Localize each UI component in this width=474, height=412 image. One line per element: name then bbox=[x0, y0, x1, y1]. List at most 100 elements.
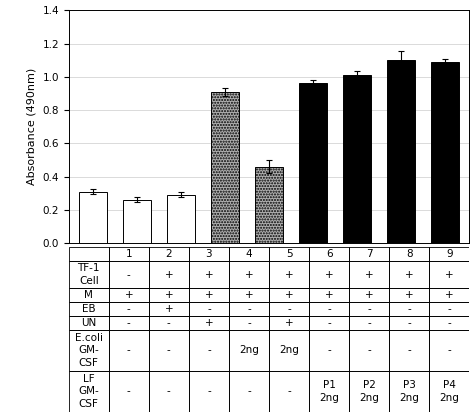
Bar bbox=[389, 247, 429, 261]
Bar bbox=[69, 371, 109, 412]
Bar bbox=[189, 261, 229, 288]
Text: 2ng: 2ng bbox=[239, 345, 259, 355]
Text: -: - bbox=[247, 304, 251, 314]
Bar bbox=[229, 302, 269, 316]
Bar bbox=[309, 316, 349, 330]
Text: 1: 1 bbox=[126, 249, 132, 259]
Bar bbox=[123, 200, 151, 243]
Text: -: - bbox=[167, 386, 171, 396]
Text: 9: 9 bbox=[446, 249, 453, 259]
Text: +: + bbox=[365, 270, 374, 280]
Bar bbox=[429, 371, 469, 412]
Bar bbox=[149, 302, 189, 316]
Bar bbox=[69, 316, 109, 330]
Bar bbox=[429, 316, 469, 330]
Text: P4
2ng: P4 2ng bbox=[439, 380, 459, 403]
Text: 3: 3 bbox=[206, 249, 212, 259]
Bar bbox=[189, 288, 229, 302]
Text: -: - bbox=[127, 304, 131, 314]
Bar bbox=[189, 302, 229, 316]
Bar bbox=[309, 261, 349, 288]
Bar bbox=[389, 316, 429, 330]
Text: +: + bbox=[285, 270, 293, 280]
Text: +: + bbox=[365, 290, 374, 300]
Y-axis label: Absorbance (490nm): Absorbance (490nm) bbox=[27, 68, 37, 185]
Text: -: - bbox=[127, 386, 131, 396]
Text: -: - bbox=[247, 386, 251, 396]
Text: +: + bbox=[405, 290, 413, 300]
Text: P3
2ng: P3 2ng bbox=[399, 380, 419, 403]
Bar bbox=[69, 247, 109, 261]
Bar bbox=[229, 371, 269, 412]
Bar bbox=[269, 247, 309, 261]
Bar bbox=[429, 261, 469, 288]
Text: -: - bbox=[407, 304, 411, 314]
Bar bbox=[79, 192, 107, 243]
Bar bbox=[255, 166, 283, 243]
Text: 5: 5 bbox=[286, 249, 292, 259]
Bar bbox=[269, 316, 309, 330]
Bar bbox=[429, 247, 469, 261]
Text: 6: 6 bbox=[326, 249, 332, 259]
Bar bbox=[309, 371, 349, 412]
Text: +: + bbox=[245, 270, 253, 280]
Bar bbox=[189, 316, 229, 330]
Text: +: + bbox=[245, 290, 253, 300]
Bar bbox=[387, 60, 415, 243]
Text: -: - bbox=[207, 386, 211, 396]
Bar bbox=[349, 316, 389, 330]
Text: -: - bbox=[127, 270, 131, 280]
Bar bbox=[189, 247, 229, 261]
Text: 2ng: 2ng bbox=[279, 345, 299, 355]
Text: EB: EB bbox=[82, 304, 96, 314]
Bar bbox=[109, 247, 149, 261]
Bar bbox=[109, 371, 149, 412]
Text: +: + bbox=[285, 290, 293, 300]
Text: E.coli
GM-
CSF: E.coli GM- CSF bbox=[75, 333, 103, 368]
Text: +: + bbox=[405, 270, 413, 280]
Bar bbox=[349, 302, 389, 316]
Text: +: + bbox=[205, 270, 213, 280]
Text: -: - bbox=[407, 345, 411, 355]
Text: 7: 7 bbox=[366, 249, 373, 259]
Text: -: - bbox=[447, 304, 451, 314]
Bar bbox=[349, 330, 389, 371]
Text: -: - bbox=[327, 318, 331, 328]
Bar bbox=[109, 302, 149, 316]
Bar bbox=[389, 330, 429, 371]
Bar bbox=[349, 371, 389, 412]
Text: UN: UN bbox=[81, 318, 96, 328]
Bar bbox=[109, 316, 149, 330]
Bar bbox=[309, 302, 349, 316]
Bar bbox=[229, 247, 269, 261]
Text: +: + bbox=[325, 270, 333, 280]
Text: LF
GM-
CSF: LF GM- CSF bbox=[78, 374, 99, 409]
Text: -: - bbox=[327, 345, 331, 355]
Bar bbox=[149, 247, 189, 261]
Bar bbox=[431, 62, 459, 243]
Text: +: + bbox=[164, 270, 173, 280]
Bar bbox=[269, 288, 309, 302]
Text: -: - bbox=[447, 345, 451, 355]
Bar bbox=[269, 330, 309, 371]
Bar bbox=[389, 302, 429, 316]
Text: -: - bbox=[167, 318, 171, 328]
Bar bbox=[309, 330, 349, 371]
Bar bbox=[69, 302, 109, 316]
Text: -: - bbox=[167, 345, 171, 355]
Text: -: - bbox=[367, 345, 371, 355]
Bar bbox=[269, 261, 309, 288]
Bar bbox=[349, 288, 389, 302]
Text: P2
2ng: P2 2ng bbox=[359, 380, 379, 403]
Text: -: - bbox=[247, 318, 251, 328]
Text: -: - bbox=[407, 318, 411, 328]
Text: -: - bbox=[287, 386, 291, 396]
Text: -: - bbox=[207, 345, 211, 355]
Text: 2: 2 bbox=[165, 249, 172, 259]
Bar bbox=[429, 302, 469, 316]
Bar bbox=[149, 261, 189, 288]
Bar bbox=[349, 261, 389, 288]
Bar bbox=[189, 330, 229, 371]
Bar bbox=[389, 288, 429, 302]
Text: TF-1
Cell: TF-1 Cell bbox=[78, 263, 100, 286]
